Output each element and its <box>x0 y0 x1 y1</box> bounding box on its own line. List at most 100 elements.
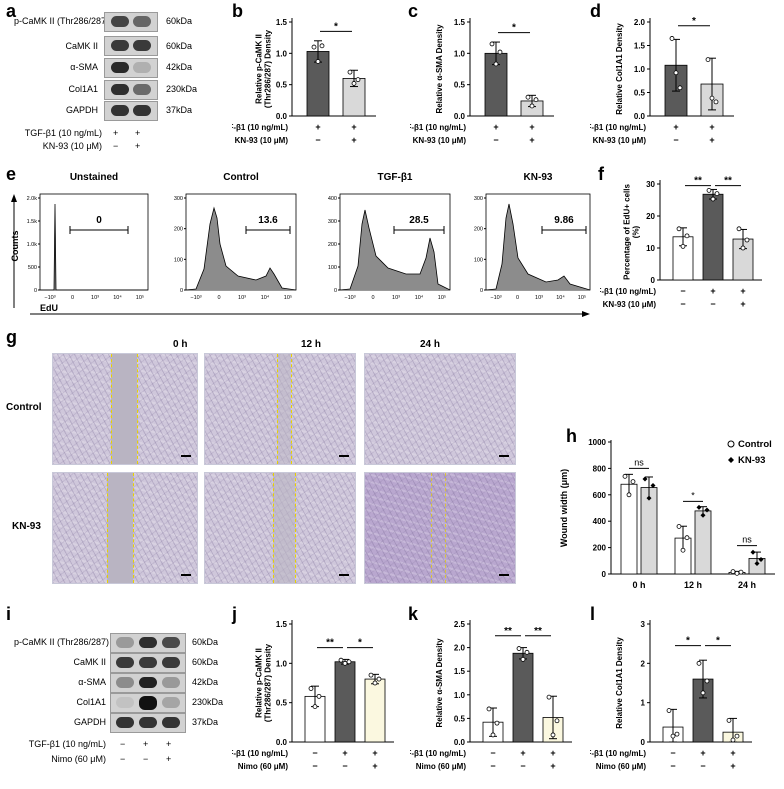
data-point <box>677 85 683 91</box>
condition-sign: − <box>700 761 705 771</box>
histogram-title: Unstained <box>70 172 118 183</box>
blot-i-sign: + <box>166 739 172 749</box>
blot-a-row-0 <box>104 12 158 32</box>
data-point <box>680 547 686 553</box>
x-tick-label: 10⁴ <box>113 294 122 301</box>
blot-band <box>133 40 151 51</box>
wound-edge-line <box>137 354 138 464</box>
condition-sign: + <box>529 135 534 145</box>
significance-label: ** <box>694 176 702 187</box>
y-tick-label: 0.5 <box>454 714 466 723</box>
data-point <box>372 680 378 686</box>
y-axis-label: Wound width (μm) <box>559 469 569 547</box>
wound-edge-line <box>111 354 112 464</box>
blot-a-row-2 <box>104 58 158 78</box>
y-tick-label: 100 <box>474 257 483 263</box>
condition-label: TGF-β1 (10 ng/mL) <box>410 123 466 132</box>
blot-a-row-3 <box>104 80 158 100</box>
data-point <box>684 535 690 541</box>
data-point <box>351 81 357 86</box>
data-point <box>315 59 321 64</box>
blot-band <box>111 62 129 73</box>
blot-band <box>116 717 134 728</box>
condition-sign: + <box>709 135 714 145</box>
blot-a-protein-4: GAPDH <box>65 105 98 115</box>
panel-label-h: h <box>566 426 577 446</box>
blot-a-size-2: 42kDa <box>166 62 193 72</box>
data-point <box>713 99 719 105</box>
condition-sign: + <box>550 761 555 771</box>
data-point <box>673 70 679 76</box>
y-axis-label: Relative p-CaMK II(Thr286/287) Density <box>255 29 273 108</box>
legend-label: Control <box>738 439 772 450</box>
y-tick-label: 400 <box>593 517 607 526</box>
chart-c: Relative α-SMA Density 0.0 0.5 1.0 1.5 * TGF-β… <box>410 18 554 145</box>
y-tick-label: 0 <box>480 288 483 294</box>
condition-sign: − <box>490 748 495 758</box>
data-point <box>529 103 535 109</box>
y-axis-label: Relative Col1A1 Density <box>615 23 624 115</box>
y-tick-label: 0.0 <box>276 738 288 747</box>
y-tick-label: 2.5 <box>454 620 466 629</box>
wound-edge-line <box>445 473 446 583</box>
blot-band <box>133 62 151 73</box>
chart-l: Relative Col1A1 Density 0 1 2 3 * * TGF-β1 (10 … <box>590 620 752 771</box>
blot-band <box>133 84 151 95</box>
condition-sign: − <box>315 135 320 145</box>
condition-label: Nimo (60 μM) <box>238 762 289 771</box>
blot-band <box>116 677 134 688</box>
x-tick-label: 10⁵ <box>284 294 292 301</box>
data-point <box>709 95 715 101</box>
y-tick-label: 200 <box>474 227 483 233</box>
significance-label: ** <box>724 176 732 187</box>
blot-i-protein-2: α-SMA <box>78 677 106 687</box>
blot-a-sign: + <box>113 128 119 138</box>
significance-label: ns <box>634 457 644 467</box>
arrow-head <box>11 194 17 202</box>
chart-b: Relative p-CaMK II(Thr286/287) Density0.… <box>232 18 376 145</box>
condition-label: KN-93 (10 μM) <box>413 136 467 145</box>
blot-i-size-4: 37kDa <box>192 717 219 727</box>
wound-edge-line <box>277 354 278 464</box>
x-tick-label: 10³ <box>238 295 246 301</box>
y-tick-label: 200 <box>328 242 337 248</box>
condition-sign: − <box>670 761 675 771</box>
y-tick-label: 0.0 <box>454 112 466 121</box>
significance-label: ** <box>326 638 334 649</box>
x-tick-label: 10⁴ <box>415 294 424 301</box>
wound-gap <box>107 473 133 583</box>
significance-label: * <box>358 638 362 649</box>
wound-edge-line <box>133 473 134 583</box>
blot-a-protein-3: Col1A1 <box>68 84 98 94</box>
blot-i-size-1: 60kDa <box>192 657 219 667</box>
legend-label: KN-93 <box>738 455 765 466</box>
y-tick-label: 0 <box>180 288 183 294</box>
scale-bar <box>339 455 349 457</box>
data-point <box>704 507 710 513</box>
y-tick-label: 1.5k <box>27 219 38 225</box>
x-tick-label: 12 h <box>684 580 702 590</box>
condition-sign: + <box>372 761 377 771</box>
data-point <box>704 678 710 684</box>
y-tick-label: 10 <box>646 244 655 253</box>
chart-f: Percentage of EdU+ cells(%) 0 10 20 30 ** ** TG… <box>600 176 762 309</box>
significance-label: ** <box>534 626 542 637</box>
data-point <box>493 61 499 67</box>
x-tick-label: 10³ <box>535 295 543 301</box>
x-axis-label: EdU <box>40 303 58 313</box>
histogram-curve <box>339 209 451 291</box>
data-point <box>525 94 531 100</box>
data-point <box>740 245 746 251</box>
y-tick-label: 100 <box>328 265 337 271</box>
blot-i-protein-3: Col1A1 <box>76 697 106 707</box>
blot-band <box>139 696 157 710</box>
y-tick-label: 2.0 <box>634 18 646 27</box>
data-point <box>516 646 522 651</box>
data-point <box>676 524 682 529</box>
blot-i-condition-1: Nimo (60 μM) <box>51 754 106 764</box>
data-point <box>696 504 702 510</box>
condition-label: KN-93 (10 μM) <box>593 136 647 145</box>
histogram-title: KN-93 <box>524 172 553 183</box>
condition-label: TGF-β1 (10 ng/mL) <box>600 287 656 296</box>
y-tick-label: 200 <box>174 227 183 233</box>
